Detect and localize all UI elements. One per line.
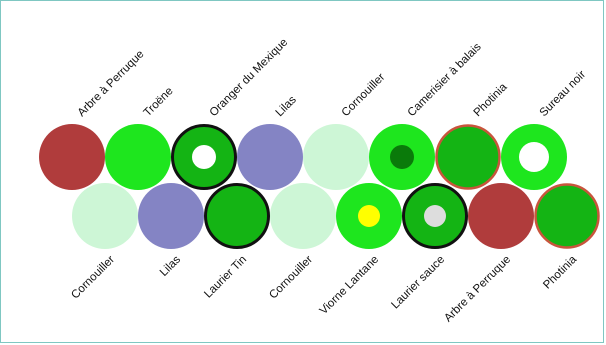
shrub-cornouiller: Cornouiller (69, 183, 138, 301)
shrub-circle (72, 183, 138, 249)
shrub-label: Laurier Tin (202, 254, 249, 301)
shrub-circle (468, 183, 534, 249)
shrub-circle (303, 124, 369, 190)
shrub-label: Arbre à Perruque (76, 48, 147, 119)
shrub-circle (237, 124, 303, 190)
shrub-label: Arbre à Perruque (442, 254, 513, 325)
shrub-center-dot (390, 145, 414, 169)
shrub-photinia: Photinia (435, 81, 510, 190)
shrub-center-dot (358, 205, 380, 227)
shrub-laurier-tin: Laurier Tin (202, 183, 270, 301)
shrub-circle (105, 124, 171, 190)
shrub-center-dot (424, 205, 446, 227)
shrub-circle (204, 183, 270, 249)
shrub-sureau-noir: Sureau noir (501, 68, 588, 190)
shrub-circle (138, 183, 204, 249)
shrub-label: Cornouiller (340, 71, 388, 119)
shrub-label: Photinia (472, 81, 510, 119)
shrub-label: Photinia (541, 253, 579, 291)
shrub-label: Sureau noir (538, 68, 589, 119)
shrub-lilas: Lilas (237, 94, 303, 190)
shrub-label: Cornouiller (267, 254, 315, 302)
shrub-circle (270, 183, 336, 249)
shrub-circle (534, 183, 600, 249)
shrub-lilas: Lilas (138, 183, 204, 279)
shrub-laurier-sauce: Laurier sauce (389, 183, 468, 312)
shrub-troene: Troëne (105, 85, 176, 190)
shrub-circle (435, 124, 501, 190)
shrub-center-dot (519, 142, 549, 172)
shrub-cornouiller: Cornouiller (267, 183, 336, 301)
shrub-label: Viorne Lantane (318, 254, 382, 318)
shrub-photinia: Photinia (534, 183, 600, 292)
shrub-circle (39, 124, 105, 190)
shrub-label: Cornouiller (69, 254, 117, 302)
shrub-center-dot (192, 145, 216, 169)
shrub-label: Laurier sauce (389, 254, 447, 312)
shrub-label: Lilas (274, 94, 299, 119)
shrub-label: Troëne (142, 85, 176, 119)
shrub-label: Lilas (158, 253, 183, 278)
shrub-label: Camerisier à balais (406, 41, 484, 119)
